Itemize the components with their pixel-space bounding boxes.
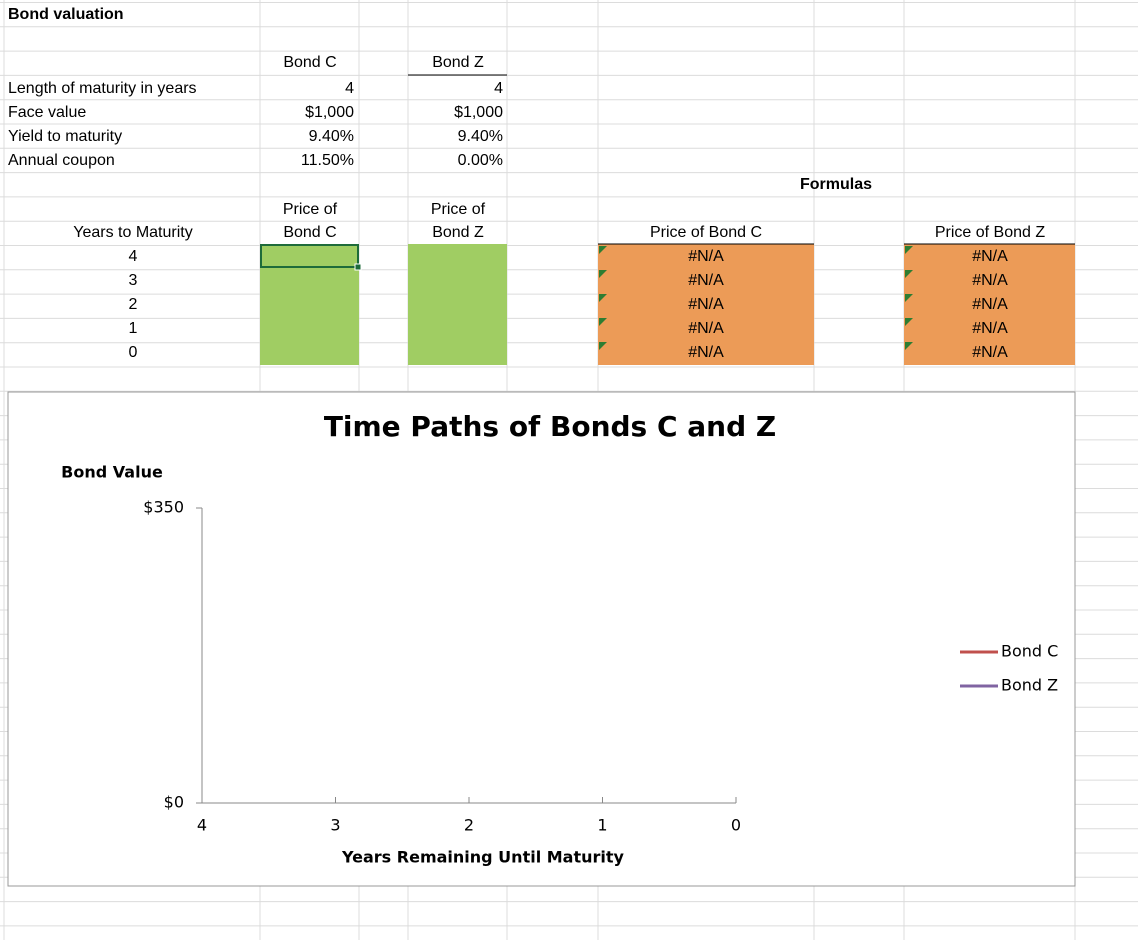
formula-cell: #N/A xyxy=(688,272,724,289)
price-z-fill xyxy=(408,244,507,365)
selected-cell[interactable] xyxy=(260,244,359,268)
error-indicator xyxy=(905,318,913,326)
input-value: $1,000 xyxy=(454,104,503,121)
formula-header: Price of Bond Z xyxy=(935,224,1046,241)
formula-cell: #N/A xyxy=(972,344,1008,361)
legend-label: Bond Z xyxy=(1001,676,1058,695)
y-axis-label: Bond Value xyxy=(61,463,163,482)
error-indicator xyxy=(599,342,607,350)
input-label: Length of maturity in years xyxy=(8,80,197,97)
formula-cell: #N/A xyxy=(688,296,724,313)
chart-title: Time Paths of Bonds C and Z xyxy=(324,410,776,443)
error-indicator xyxy=(599,318,607,326)
error-indicator xyxy=(905,294,913,302)
formula-header: Price of Bond C xyxy=(650,224,762,241)
year-cell: 2 xyxy=(129,296,138,313)
input-value: 9.40% xyxy=(458,128,503,145)
year-cell: 4 xyxy=(129,248,138,265)
input-label: Annual coupon xyxy=(8,152,115,169)
error-indicator xyxy=(599,294,607,302)
price-header: Bond Z xyxy=(432,224,484,241)
error-indicator xyxy=(905,342,913,350)
price-header: Price of xyxy=(283,201,338,218)
x-tick-label: 3 xyxy=(330,816,340,835)
formula-cell: #N/A xyxy=(972,272,1008,289)
chart[interactable]: Time Paths of Bonds C and Z Bond Value Y… xyxy=(7,391,1076,887)
year-cell: 3 xyxy=(129,272,138,289)
formula-cell: #N/A xyxy=(972,320,1008,337)
formulas-label: Formulas xyxy=(800,176,872,193)
input-label: Yield to maturity xyxy=(8,128,122,145)
column-header: Bond Z xyxy=(432,54,484,71)
formula-cell: #N/A xyxy=(972,296,1008,313)
formula-z-fill xyxy=(904,244,1075,365)
price-header: Bond C xyxy=(283,224,336,241)
year-cell: 1 xyxy=(129,320,138,337)
formula-cell: #N/A xyxy=(688,248,724,265)
x-axis-label: Years Remaining Until Maturity xyxy=(341,848,625,867)
x-tick-label: 0 xyxy=(731,816,741,835)
years-header: Years to Maturity xyxy=(73,224,192,241)
error-indicator xyxy=(905,246,913,254)
x-tick-label: 4 xyxy=(197,816,207,835)
x-tick-label: 1 xyxy=(597,816,607,835)
sheet-title: Bond valuation xyxy=(8,6,124,23)
input-label: Face value xyxy=(8,104,86,121)
input-value: $1,000 xyxy=(305,104,354,121)
input-value: 4 xyxy=(345,80,354,97)
error-indicator xyxy=(599,246,607,254)
column-header: Bond C xyxy=(283,54,336,71)
price-c-fill xyxy=(260,244,359,365)
input-value: 11.50% xyxy=(301,152,354,169)
input-value: 9.40% xyxy=(309,128,354,145)
year-cell: 0 xyxy=(129,344,138,361)
formula-cell: #N/A xyxy=(688,344,724,361)
error-indicator xyxy=(905,270,913,278)
legend-label: Bond C xyxy=(1001,642,1058,661)
formula-c-fill xyxy=(598,244,814,365)
formula-cell: #N/A xyxy=(688,320,724,337)
chart-frame[interactable] xyxy=(7,391,1076,887)
formula-cell: #N/A xyxy=(972,248,1008,265)
error-indicator xyxy=(599,270,607,278)
x-tick-label: 2 xyxy=(464,816,474,835)
y-tick-label: $350 xyxy=(143,498,184,517)
input-value: 0.00% xyxy=(458,152,503,169)
input-value: 4 xyxy=(494,80,503,97)
fill-handle[interactable] xyxy=(354,263,362,271)
price-header: Price of xyxy=(431,201,486,218)
y-tick-label: $0 xyxy=(164,793,184,812)
